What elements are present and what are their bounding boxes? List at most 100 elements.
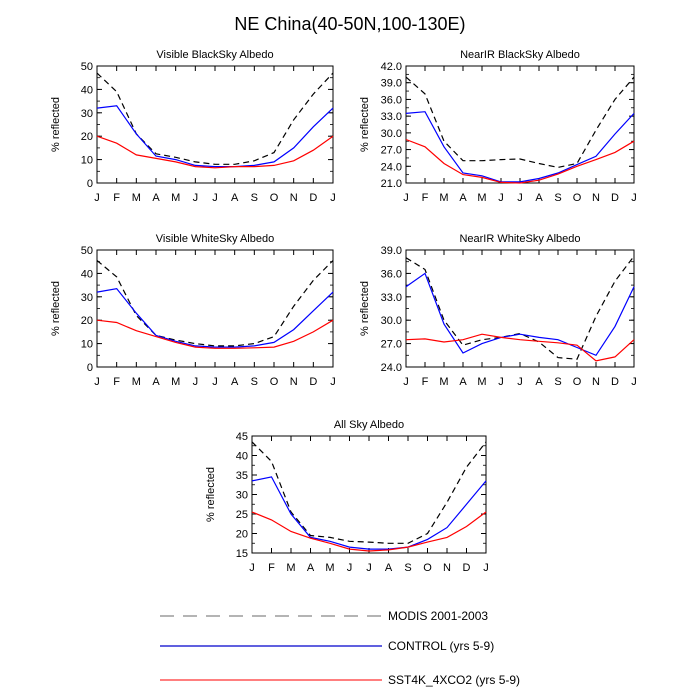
y-tick-label: 30 — [81, 292, 93, 304]
x-tick-label: O — [270, 192, 279, 204]
x-tick-label: F — [113, 376, 120, 388]
x-tick-label: S — [404, 562, 411, 574]
y-tick-label: 45 — [236, 431, 248, 443]
figure-title: NE China(40-50N,100-130E) — [234, 14, 465, 34]
series-line-modis — [251, 441, 487, 544]
x-tick-label: J — [483, 562, 489, 574]
x-tick-label: F — [422, 376, 429, 388]
x-tick-label: J — [631, 376, 637, 388]
series-line-modis — [405, 76, 635, 169]
series-line-control — [96, 287, 334, 348]
series-line-control — [251, 476, 487, 550]
y-tick-label: 0 — [87, 178, 93, 190]
x-tick-label: A — [231, 376, 239, 388]
series-line-modis — [405, 255, 635, 360]
x-tick-label: J — [517, 192, 523, 204]
x-tick-label: D — [611, 376, 619, 388]
y-axis-label: % reflected — [205, 467, 217, 522]
y-tick-label: 10 — [81, 339, 93, 351]
x-tick-label: J — [94, 192, 100, 204]
x-tick-label: D — [309, 192, 317, 204]
x-tick-label: D — [463, 562, 471, 574]
panel-nearir-whitesky: NearIR WhiteSky Albedo % reflected 24.0 27.… — [359, 233, 637, 388]
legend-label-sst4k: SST4K_4XCO2 (yrs 5-9) — [388, 673, 520, 687]
y-tick-label: 24.0 — [381, 362, 402, 374]
y-tick-label: 35 — [236, 470, 248, 482]
series-line-control — [405, 272, 635, 357]
panel-title: NearIR BlackSky Albedo — [460, 49, 580, 61]
x-tick-label: S — [251, 192, 258, 204]
panel-title: All Sky Albedo — [334, 419, 404, 431]
y-axis-label: % reflected — [50, 281, 62, 336]
y-tick-label: 27.0 — [381, 339, 402, 351]
x-tick-label: O — [573, 192, 582, 204]
x-tick-label: F — [113, 192, 120, 204]
y-tick-label: 20 — [236, 529, 248, 541]
x-tick-label: D — [309, 376, 317, 388]
x-tick-label: F — [268, 562, 275, 574]
x-tick-label: M — [132, 376, 141, 388]
x-tick-label: J — [94, 376, 100, 388]
legend-label-modis: MODIS 2001-2003 — [388, 609, 488, 623]
x-tick-label: A — [152, 192, 160, 204]
legend-label-control: CONTROL (yrs 5-9) — [388, 639, 494, 653]
x-tick-label: M — [171, 376, 180, 388]
y-tick-label: 40 — [236, 451, 248, 463]
y-tick-label: 36.0 — [381, 268, 402, 280]
x-tick-label: J — [347, 562, 353, 574]
x-tick-label: J — [193, 192, 199, 204]
x-tick-label: M — [286, 562, 295, 574]
x-tick-label: J — [330, 192, 336, 204]
x-tick-label: N — [290, 192, 298, 204]
y-tick-label: 30 — [81, 108, 93, 120]
y-tick-label: 21.0 — [381, 178, 402, 190]
y-axis-label: % reflected — [50, 97, 62, 152]
x-tick-label: J — [330, 376, 336, 388]
x-tick-label: A — [535, 192, 543, 204]
series-line-control — [405, 111, 635, 183]
y-tick-label: 0 — [87, 362, 93, 374]
y-tick-label: 20 — [81, 131, 93, 143]
panel-title: Visible BlackSky Albedo — [156, 49, 273, 61]
x-tick-label: A — [307, 562, 315, 574]
x-tick-label: N — [592, 192, 600, 204]
panel-visible-whitesky: Visible WhiteSky Albedo % reflected 0 10 20 3… — [50, 233, 336, 388]
series-line-sst4k — [96, 319, 334, 349]
y-tick-label: 50 — [81, 245, 93, 257]
x-tick-label: F — [422, 192, 429, 204]
series-line-control — [96, 105, 334, 168]
x-tick-label: A — [231, 192, 239, 204]
y-tick-label: 39.0 — [381, 245, 402, 257]
y-tick-label: 27.0 — [381, 145, 402, 157]
series-line-modis — [96, 260, 334, 347]
x-tick-label: J — [631, 192, 637, 204]
y-tick-label: 33.0 — [381, 111, 402, 123]
x-tick-label: S — [251, 376, 258, 388]
x-tick-label: J — [498, 376, 504, 388]
x-tick-label: N — [290, 376, 298, 388]
x-tick-label: M — [477, 376, 486, 388]
panel-title: NearIR WhiteSky Albedo — [459, 233, 580, 245]
y-tick-label: 30.0 — [381, 315, 402, 327]
panel-title: Visible WhiteSky Albedo — [156, 233, 274, 245]
x-tick-label: M — [132, 192, 141, 204]
series-line-sst4k — [405, 138, 635, 184]
y-tick-label: 30.0 — [381, 128, 402, 140]
series-line-sst4k — [405, 333, 635, 362]
y-tick-label: 50 — [81, 61, 93, 73]
x-tick-label: M — [439, 376, 448, 388]
x-tick-label: J — [249, 562, 255, 574]
x-tick-label: N — [443, 562, 451, 574]
y-tick-label: 20 — [81, 315, 93, 327]
x-tick-label: J — [212, 376, 218, 388]
x-tick-label: S — [554, 376, 561, 388]
x-tick-label: J — [403, 192, 409, 204]
y-tick-label: 42.0 — [381, 61, 402, 73]
x-tick-label: A — [459, 192, 467, 204]
x-tick-label: J — [403, 376, 409, 388]
panel-visible-blacksky: Visible BlackSky Albedo % reflected 0 10 20 3… — [50, 49, 336, 204]
y-tick-label: 15 — [236, 548, 248, 560]
x-tick-label: J — [212, 192, 218, 204]
y-axis-label: % reflected — [359, 97, 371, 152]
